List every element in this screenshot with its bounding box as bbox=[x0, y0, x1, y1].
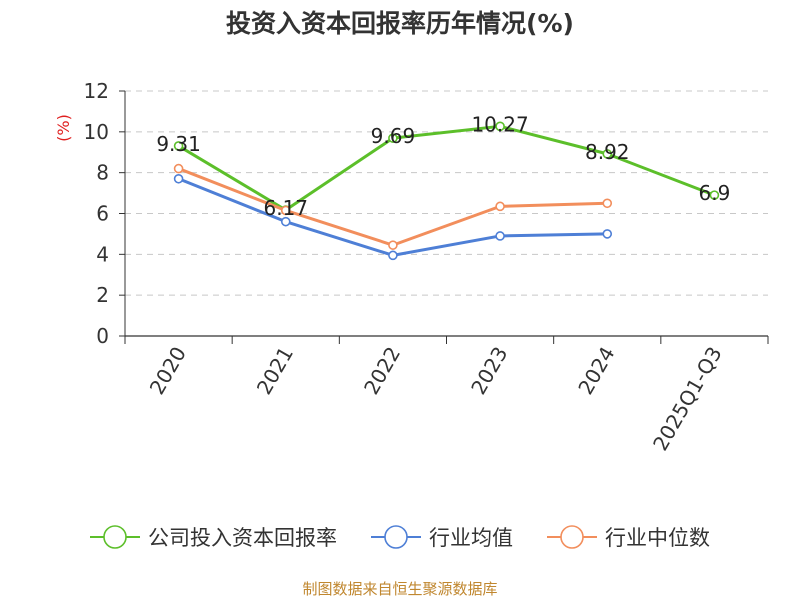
data-label: 9.69 bbox=[371, 124, 416, 148]
series-line bbox=[177, 124, 716, 212]
legend-swatch-marker bbox=[384, 525, 408, 549]
legend-swatch-marker bbox=[560, 525, 584, 549]
series-point bbox=[388, 133, 398, 143]
series-point bbox=[495, 201, 505, 212]
y-tick-label: 4 bbox=[96, 242, 109, 266]
y-tick-label: 2 bbox=[96, 283, 109, 307]
legend-item-label: 行业中位数 bbox=[605, 526, 710, 550]
series-layer bbox=[173, 121, 720, 261]
series-point bbox=[280, 216, 291, 227]
series-point bbox=[602, 198, 613, 209]
series-point bbox=[173, 163, 184, 174]
legend-item-label: 公司投入资本回报率 bbox=[148, 526, 337, 550]
series-point bbox=[495, 231, 505, 241]
data-label: 9.31 bbox=[156, 132, 201, 156]
data-label: 8.92 bbox=[585, 140, 630, 164]
chart-title: 投资入资本回报率历年情况(%) bbox=[226, 9, 574, 38]
x-tick-label: 2022 bbox=[359, 343, 405, 399]
series-point bbox=[173, 173, 184, 184]
series-point bbox=[388, 240, 398, 250]
legend: 公司投入资本回报率 行业均值 行业中位数 bbox=[90, 525, 710, 550]
data-label: 6.17 bbox=[263, 196, 308, 220]
series-point bbox=[602, 149, 613, 159]
y-tick-label: 0 bbox=[96, 324, 109, 348]
legend-item-label: 行业均值 bbox=[429, 526, 513, 550]
data-label: 10.27 bbox=[471, 112, 528, 136]
legend-swatch-marker bbox=[103, 525, 127, 549]
series-point bbox=[495, 121, 505, 132]
x-tick-label: 2025Q1-Q3 bbox=[648, 343, 727, 455]
x-tick-label: 2023 bbox=[466, 343, 512, 399]
data-label-layer: 9.31 6.17 9.69 10.27 8.92 6.9 bbox=[156, 112, 730, 220]
series-point bbox=[709, 190, 720, 200]
x-tick-label: 2020 bbox=[145, 343, 191, 399]
source-note: 制图数据来自恒生聚源数据库 bbox=[302, 580, 497, 598]
series-point bbox=[602, 229, 613, 239]
y-tick-label: 10 bbox=[84, 120, 109, 144]
data-label: 6.9 bbox=[699, 181, 731, 205]
y-tick-label: 6 bbox=[96, 202, 109, 226]
series-point bbox=[280, 205, 291, 216]
series-point bbox=[173, 141, 184, 151]
grid-layer bbox=[125, 90, 768, 296]
x-tick-label: 2021 bbox=[252, 343, 298, 399]
y-axis-unit-label: (%) bbox=[54, 114, 73, 142]
y-tick-label: 8 bbox=[96, 161, 109, 185]
series-point bbox=[388, 250, 398, 261]
y-tick-label: 12 bbox=[84, 79, 109, 103]
x-tick-label: 2024 bbox=[573, 343, 619, 399]
